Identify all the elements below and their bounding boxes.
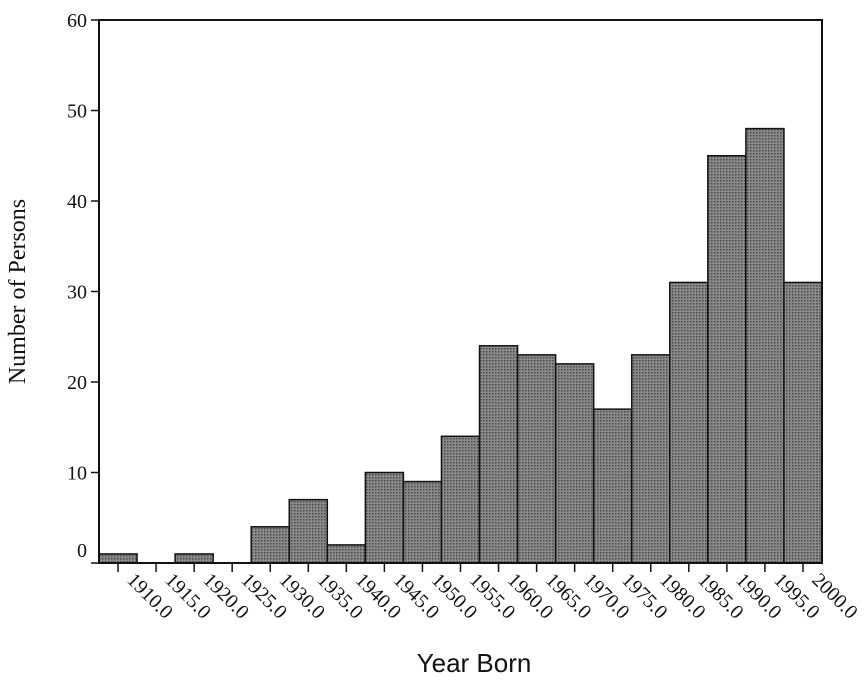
bar — [402, 480, 443, 564]
bar — [326, 544, 367, 564]
bar — [288, 498, 329, 564]
y-axis-label: Number of Persons — [5, 199, 31, 384]
bars-group — [98, 127, 823, 564]
bar — [707, 155, 747, 564]
bar — [783, 281, 823, 564]
y-tick-label: 30 — [67, 282, 87, 304]
y-tick-label: 50 — [67, 101, 87, 123]
plot-frame — [98, 19, 823, 564]
bar — [174, 553, 214, 564]
y-axis: 0 10 20 30 40 50 60 — [67, 10, 99, 564]
bar — [516, 354, 557, 564]
y-tick-label: 40 — [67, 191, 87, 213]
bar — [440, 435, 481, 564]
x-axis-label: Year Born — [417, 648, 532, 678]
bar — [250, 526, 291, 564]
y-tick-label: 60 — [67, 10, 87, 32]
bar — [630, 354, 671, 564]
bar — [592, 408, 633, 564]
y-tick-label: 20 — [67, 372, 87, 394]
bar — [98, 553, 138, 564]
y-tick-label: 10 — [67, 463, 87, 485]
bar — [554, 363, 595, 564]
y-tick-label: 0 — [77, 540, 87, 562]
bar — [478, 345, 519, 564]
bar — [745, 127, 785, 564]
bar — [364, 471, 405, 564]
bar — [669, 281, 709, 564]
x-axis: 1910.01915.01920.01925.01930.01935.01940… — [117, 563, 862, 623]
